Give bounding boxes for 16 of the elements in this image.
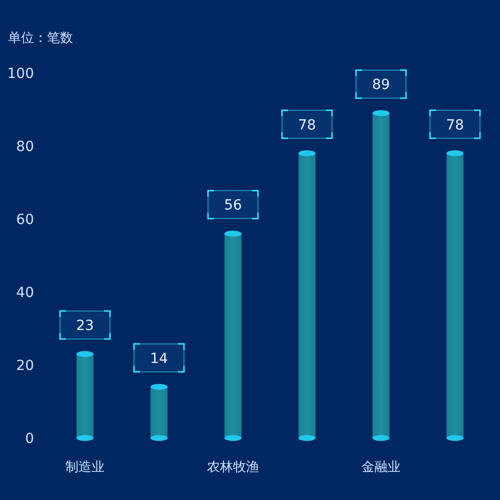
x-tick-label: 农林牧渔: [207, 460, 259, 475]
y-tick-label: 40: [16, 285, 34, 301]
data-label: 23: [76, 318, 94, 334]
data-label: 78: [298, 117, 316, 134]
data-label: 56: [224, 198, 242, 214]
data-label: 78: [446, 117, 464, 134]
y-tick-label: 20: [16, 358, 34, 374]
data-label: 14: [150, 350, 168, 367]
x-tick-label: 制造业: [66, 460, 104, 475]
y-axis-title: 单位：笔数: [8, 31, 73, 46]
y-tick-label: 100: [7, 66, 34, 82]
y-tick-label: 0: [25, 431, 34, 447]
y-tick-label: 60: [16, 212, 34, 228]
y-tick-label: 80: [16, 139, 34, 155]
data-label: 89: [372, 77, 390, 94]
x-tick-label: 金融业: [362, 460, 400, 475]
